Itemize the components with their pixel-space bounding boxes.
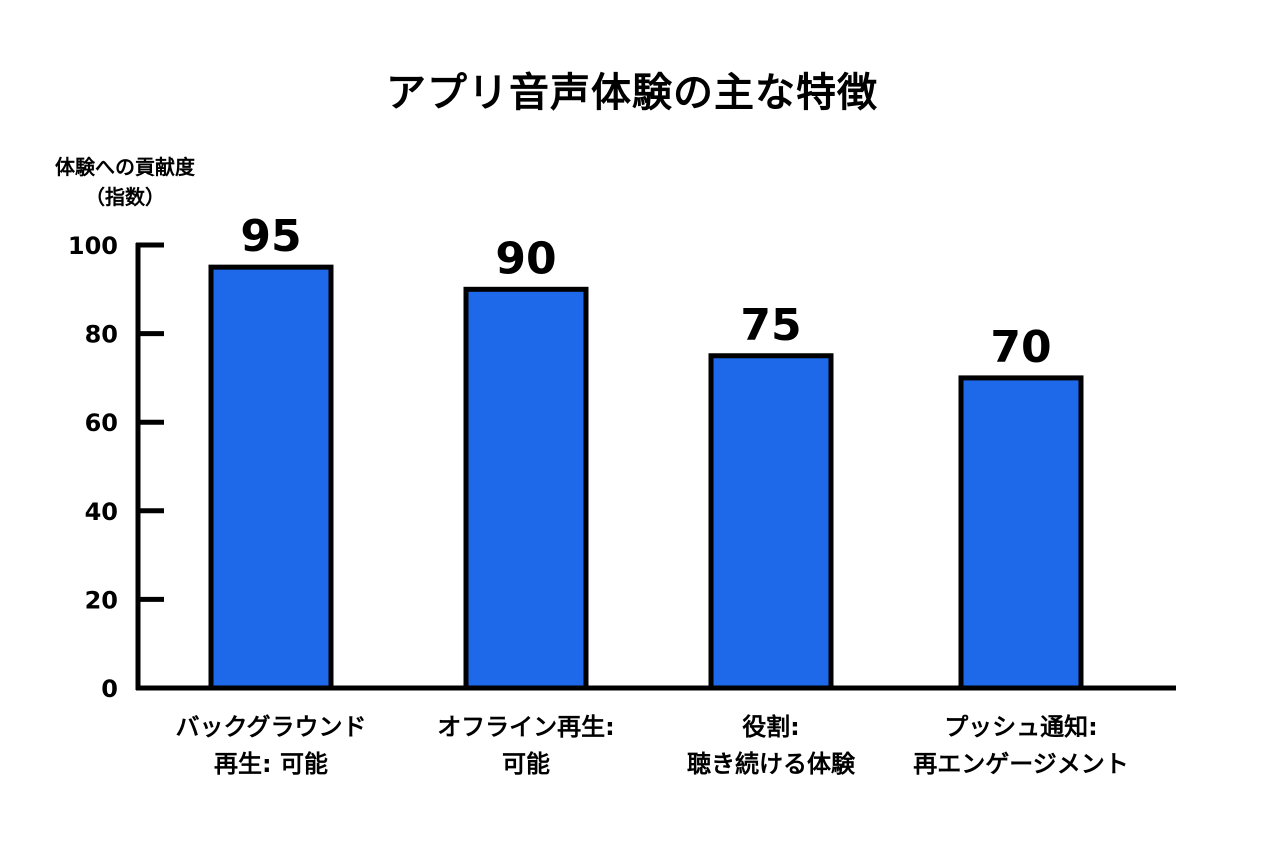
bar-value-label: 95 [240,211,301,262]
x-tick-label: オフライン再生: [437,713,615,741]
x-tick-label: 可能 [502,750,550,778]
bar-value-label: 90 [495,233,556,284]
x-tick-label: バックグラウンド [175,713,366,741]
y-tick-label: 100 [68,232,118,260]
bar [958,375,1084,691]
bar [708,353,834,691]
y-tick-label: 20 [85,586,118,614]
bar [208,264,334,691]
y-tick-label: 80 [85,321,118,349]
chart-title: アプリ音声体験の主な特徴 [386,70,878,116]
x-tick-label: 再生: 可能 [214,750,328,778]
y-tick-label: 60 [85,409,118,437]
y-axis-label-line-1: 体験への貢献度 [55,155,195,179]
x-tick-label: プッシュ通知: [944,713,1098,741]
y-tick-label: 40 [85,498,118,526]
bar-value-label: 70 [990,322,1051,373]
y-axis-label-line-2: （指数） [85,185,165,209]
bar [463,286,589,691]
bar-value-label: 75 [740,300,801,351]
y-tick-label: 0 [101,675,118,703]
x-tick-label: 再エンゲージメント [913,750,1129,778]
y-axis-label: 体験への貢献度 （指数） [30,152,220,212]
x-tick-label: 聴き続ける体験 [687,750,856,778]
x-tick-label: 役割: [742,713,800,741]
